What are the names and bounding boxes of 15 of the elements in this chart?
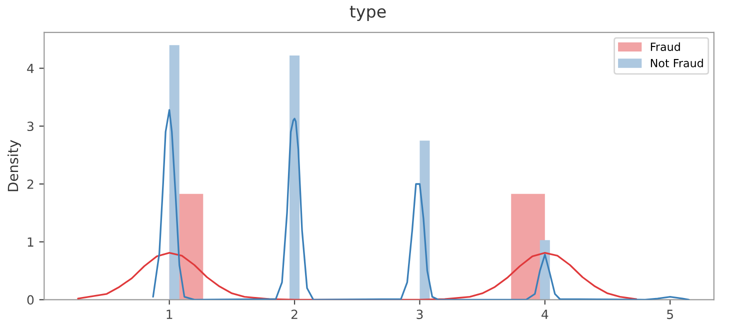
y-axis-title: Density (7, 140, 21, 192)
y-tick-label: 3 (27, 122, 34, 132)
x-tick-label: 2 (291, 310, 298, 319)
chart-title: type (350, 6, 386, 21)
line-series (152, 109, 690, 300)
x-tick-label: 4 (542, 310, 548, 319)
legend-label: Fraud (650, 42, 680, 51)
x-tick-label: 5 (667, 310, 673, 320)
legend-label: Not Fraud (650, 58, 703, 68)
y-tick-label: 2 (27, 179, 34, 189)
x-tick-label: 3 (416, 310, 423, 320)
y-tick-label: 1 (28, 237, 34, 247)
y-tick-label: 4 (27, 64, 34, 74)
y-tick-label: 0 (27, 295, 34, 305)
x-tick-label: 1 (166, 310, 172, 319)
